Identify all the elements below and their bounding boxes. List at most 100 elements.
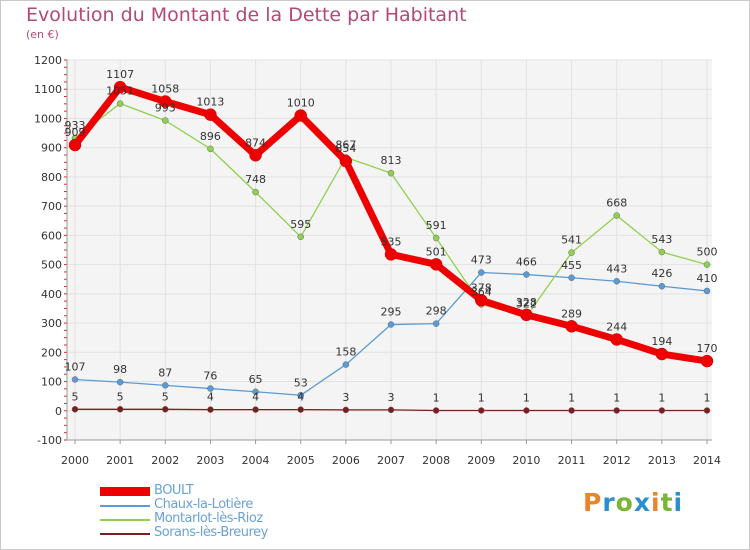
data-point	[116, 378, 124, 386]
data-label: 426	[651, 267, 672, 280]
data-label: 1010	[287, 97, 315, 110]
data-point	[610, 333, 623, 346]
data-label: 1013	[196, 96, 224, 109]
legend-label-boult: BOULT	[154, 483, 194, 498]
data-point	[432, 407, 440, 414]
data-point	[207, 385, 214, 392]
data-point	[294, 109, 307, 122]
data-label: 501	[426, 245, 447, 258]
logo-letter: t	[660, 488, 674, 517]
data-point	[523, 407, 530, 414]
y-tick-label: 600	[41, 229, 62, 242]
logo-letter: r	[602, 488, 616, 517]
data-label: 591	[426, 219, 447, 232]
data-point	[297, 233, 304, 241]
x-tick-label: 2002	[151, 454, 179, 467]
data-point	[204, 108, 217, 121]
chart-subtitle: (en €)	[26, 28, 59, 41]
data-label: 595	[290, 218, 311, 231]
data-label: 244	[606, 320, 627, 333]
data-label: 5	[72, 390, 79, 403]
data-point	[703, 261, 711, 268]
data-point	[342, 406, 350, 414]
data-label: 328	[516, 296, 537, 309]
data-label: 1051	[106, 85, 134, 98]
y-tick-label: 900	[41, 142, 62, 155]
data-label: 87	[158, 366, 172, 379]
data-label: 1058	[151, 83, 179, 96]
data-label: 1	[478, 391, 485, 404]
x-tick-label: 2003	[196, 454, 224, 467]
data-label: 4	[207, 391, 214, 404]
data-label: 896	[200, 130, 221, 143]
chart-title: Evolution du Montant de la Dette par Hab…	[26, 4, 467, 26]
data-point	[613, 278, 620, 285]
data-label: 993	[155, 102, 176, 115]
data-point	[207, 145, 214, 153]
data-point	[297, 392, 304, 399]
data-label: 543	[651, 233, 672, 246]
x-tick-label: 2013	[648, 454, 676, 467]
data-label: 364	[471, 285, 492, 298]
data-label: 378	[471, 281, 492, 294]
y-tick-label: 400	[41, 288, 62, 301]
data-point	[565, 320, 578, 333]
data-point	[568, 274, 575, 282]
data-label: 1	[613, 391, 620, 404]
logo-letter: o	[615, 488, 634, 517]
data-point	[339, 154, 353, 168]
data-point	[249, 149, 262, 162]
data-label: 5	[162, 390, 169, 403]
data-label: 535	[381, 235, 402, 248]
data-label: 1	[523, 391, 530, 404]
y-tick-label: 200	[41, 346, 62, 359]
data-point	[207, 406, 214, 413]
data-point	[613, 407, 620, 414]
x-tick-label: 2012	[603, 454, 631, 467]
legend-swatch-montarlot	[100, 519, 150, 521]
data-point	[478, 407, 485, 414]
data-label: 541	[561, 234, 582, 247]
data-label: 194	[651, 335, 672, 348]
data-label: 1	[704, 391, 711, 404]
data-label: 867	[335, 138, 356, 151]
data-point	[116, 406, 124, 413]
data-label: 4	[252, 391, 259, 404]
data-point	[116, 100, 124, 107]
data-point	[432, 320, 440, 327]
y-tick-label: 1200	[34, 54, 62, 67]
x-tick-label: 2006	[332, 454, 360, 467]
x-tick-label: 2009	[467, 454, 495, 467]
data-label: 443	[606, 262, 627, 275]
y-tick-label: 0	[55, 405, 62, 418]
legend-swatch-sorans	[100, 533, 150, 535]
data-label: 76	[203, 370, 217, 383]
legend-label-chaux: Chaux-la-Lotière	[154, 497, 253, 512]
y-tick-label: 1000	[34, 112, 62, 125]
logo-letter: i	[673, 488, 684, 517]
x-tick-label: 2001	[106, 454, 134, 467]
data-label: 298	[426, 305, 447, 318]
data-point	[568, 407, 575, 414]
logo-letter: i	[651, 488, 661, 517]
data-point	[700, 354, 714, 368]
x-tick-label: 2010	[512, 454, 540, 467]
legend-label-montarlot: Montarlot-lès-Rioz	[154, 511, 263, 526]
data-point	[387, 321, 395, 328]
data-point	[523, 271, 530, 278]
data-label: 500	[697, 246, 718, 259]
legend-swatch-boult	[100, 487, 150, 496]
data-label: 1107	[106, 68, 134, 81]
data-label: 3	[388, 391, 395, 404]
data-point	[71, 406, 79, 413]
x-tick-label: 2000	[61, 454, 89, 467]
x-tick-label: 2008	[422, 454, 450, 467]
data-point	[162, 406, 169, 413]
data-label: 3	[342, 391, 349, 404]
data-point	[159, 95, 172, 108]
data-point	[387, 169, 395, 177]
data-label: 1	[658, 391, 665, 404]
data-point	[162, 382, 169, 389]
data-point	[387, 406, 395, 414]
